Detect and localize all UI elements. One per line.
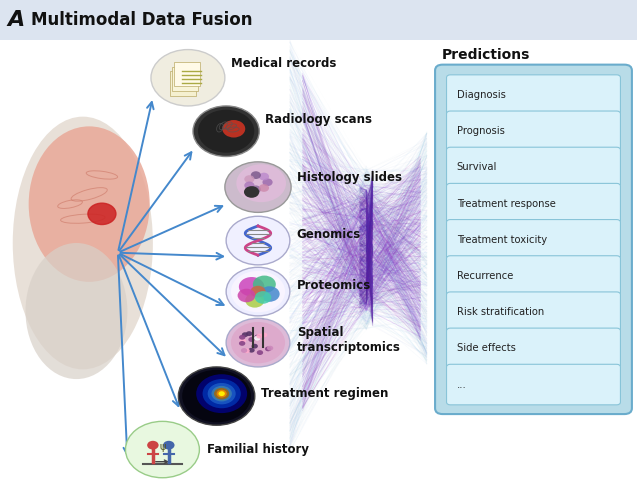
Text: Prognosis: Prognosis [457,126,505,136]
Circle shape [245,293,264,308]
Circle shape [257,350,263,355]
FancyBboxPatch shape [447,364,620,405]
Text: Familial history: Familial history [207,443,309,456]
Circle shape [193,106,259,156]
Circle shape [211,386,232,401]
Circle shape [196,374,247,413]
FancyBboxPatch shape [173,62,200,86]
Circle shape [267,346,273,350]
Text: Risk stratification: Risk stratification [457,307,544,317]
Circle shape [259,184,269,192]
Circle shape [218,391,225,396]
FancyBboxPatch shape [447,292,620,332]
Circle shape [222,120,245,138]
Text: ψ: ψ [159,442,166,452]
Ellipse shape [25,243,127,379]
Circle shape [88,203,116,225]
FancyBboxPatch shape [169,71,196,96]
Circle shape [242,332,248,337]
Circle shape [225,162,291,212]
Text: Genomics: Genomics [297,228,361,241]
Text: Treatment toxicity: Treatment toxicity [457,235,547,245]
FancyBboxPatch shape [447,183,620,224]
Circle shape [178,367,255,425]
Circle shape [251,171,261,179]
Text: Multimodal Data Fusion: Multimodal Data Fusion [31,11,252,29]
Circle shape [259,173,269,180]
Circle shape [255,334,261,339]
FancyBboxPatch shape [447,220,620,260]
Circle shape [239,341,245,346]
Circle shape [261,332,268,337]
Circle shape [182,370,251,422]
Circle shape [151,50,225,106]
Circle shape [231,271,285,312]
Circle shape [239,277,264,296]
Text: Predictions: Predictions [442,48,530,62]
Circle shape [251,186,261,193]
Circle shape [250,286,266,297]
Text: Histology slides: Histology slides [297,171,402,184]
Circle shape [244,182,254,190]
FancyBboxPatch shape [447,147,620,188]
Circle shape [248,337,255,342]
Circle shape [214,388,229,399]
Text: A: A [8,10,25,30]
Text: Treatment regimen: Treatment regimen [261,387,389,400]
Circle shape [208,383,236,404]
FancyBboxPatch shape [0,0,637,40]
Circle shape [262,178,273,186]
Ellipse shape [13,117,153,369]
Circle shape [226,216,290,265]
FancyBboxPatch shape [447,328,620,369]
Circle shape [246,331,252,336]
Circle shape [217,390,227,398]
Circle shape [248,348,255,353]
Circle shape [147,441,159,450]
Circle shape [252,344,258,348]
Circle shape [125,421,199,478]
Text: Proteomics: Proteomics [297,279,371,292]
Text: ...: ... [457,380,466,390]
Circle shape [231,322,285,364]
Circle shape [253,276,276,293]
Circle shape [163,441,175,450]
Text: Side effects: Side effects [457,344,515,353]
FancyBboxPatch shape [171,67,198,91]
Circle shape [265,347,271,351]
Circle shape [240,338,246,343]
Circle shape [241,348,247,353]
FancyBboxPatch shape [447,75,620,115]
FancyBboxPatch shape [447,111,620,152]
Circle shape [239,335,245,340]
Circle shape [244,175,254,183]
FancyBboxPatch shape [447,256,620,296]
Circle shape [255,291,271,304]
Circle shape [256,333,262,338]
Circle shape [203,379,241,408]
Circle shape [226,318,290,367]
Text: Radiology scans: Radiology scans [265,113,372,125]
Circle shape [259,286,280,302]
Circle shape [226,267,290,316]
Circle shape [238,289,255,302]
Circle shape [244,186,259,198]
Text: Survival: Survival [457,162,497,173]
Text: Recurrence: Recurrence [457,271,513,281]
Circle shape [243,348,250,353]
Text: Spatial
transcriptomics: Spatial transcriptomics [297,326,401,354]
Text: Diagnosis: Diagnosis [457,90,506,100]
Text: Medical records: Medical records [231,57,336,69]
Ellipse shape [29,126,150,282]
FancyBboxPatch shape [435,65,632,414]
Text: Treatment response: Treatment response [457,199,555,208]
Circle shape [236,164,286,202]
Circle shape [254,336,261,341]
Circle shape [198,110,254,153]
